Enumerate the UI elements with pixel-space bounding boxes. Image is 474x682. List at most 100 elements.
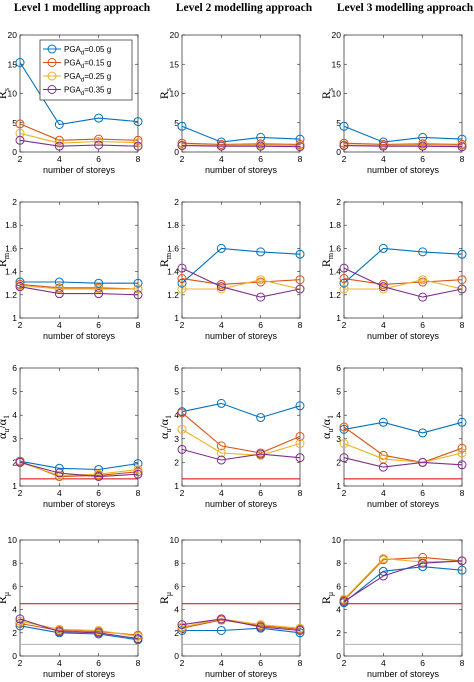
data-point: [418, 277, 428, 287]
data-point: [457, 448, 467, 458]
x-tick-label: 4: [57, 154, 62, 164]
data-point: [256, 292, 266, 302]
x-tick-label: 2: [18, 154, 23, 164]
x-tick-label: 6: [258, 658, 263, 668]
x-tick-label: 8: [136, 154, 141, 164]
y-tick-label: 8: [336, 558, 341, 568]
series-line: [19, 132, 139, 144]
series-line: [343, 556, 463, 601]
data-point: [177, 620, 187, 630]
data-point: [216, 284, 226, 294]
plot-area: [181, 367, 301, 487]
series-line: [19, 625, 139, 641]
y-tick-label: 0: [12, 651, 17, 661]
y-tick-label: 10: [332, 535, 342, 545]
series-line: [343, 566, 463, 604]
y-tick-label: 2: [174, 628, 179, 638]
legend-swatch-marker: [47, 85, 57, 94]
y-axis-label: αu/α1: [0, 415, 11, 439]
x-tick-label: 2: [180, 488, 185, 498]
x-tick-label: 6: [96, 154, 101, 164]
data-point: [378, 571, 388, 581]
data-point: [94, 472, 104, 482]
data-point: [457, 249, 467, 259]
series-line: [343, 144, 463, 147]
data-point: [256, 620, 266, 630]
y-tick-label: 10: [8, 89, 18, 99]
series-line: [19, 461, 139, 478]
series-line: [181, 145, 301, 148]
y-tick-label: 6: [12, 581, 17, 591]
column-title-level-2: Level 2 modelling approach: [176, 2, 313, 14]
data-point: [256, 247, 266, 257]
y-tick-label: 0: [174, 147, 179, 157]
data-point: [133, 631, 143, 641]
series-line: [181, 412, 301, 454]
series-line: [19, 139, 139, 147]
x-tick-label: 8: [298, 658, 303, 668]
legend-swatch-marker: [47, 44, 57, 54]
data-point: [133, 467, 143, 477]
data-point: [457, 284, 467, 294]
data-point: [15, 282, 25, 292]
plot-area: [181, 201, 301, 319]
x-tick-label: 6: [96, 658, 101, 668]
panel-Rm-L3: 1 1.2 1.4 1.6 1.8 2 2 4 6 8 number of storeys Rm: [319, 197, 467, 341]
data-point: [15, 621, 25, 631]
series-line: [343, 457, 463, 468]
x-axis-label: number of storeys: [367, 669, 440, 679]
data-point: [256, 622, 266, 632]
data-point: [15, 457, 25, 467]
y-tick-label: 4: [174, 605, 179, 615]
data-point: [94, 278, 104, 288]
y-tick-label: 0: [336, 651, 341, 661]
data-point: [378, 141, 388, 151]
y-tick-label: 1.8: [5, 220, 17, 230]
series-line: [181, 125, 301, 143]
y-tick-label: 0: [336, 147, 341, 157]
y-tick-label: 4: [12, 605, 17, 615]
series-line: [343, 426, 463, 463]
data-point: [133, 469, 143, 479]
data-point: [339, 263, 349, 273]
y-tick-label: 15: [332, 59, 342, 69]
data-point: [339, 278, 349, 288]
y-tick-label: 15: [170, 59, 180, 69]
data-point: [54, 138, 64, 148]
data-point: [378, 554, 388, 564]
plot-area: [343, 367, 463, 487]
data-point: [295, 625, 305, 635]
data-point: [256, 413, 266, 423]
x-tick-label: 6: [420, 320, 425, 330]
data-point: [216, 614, 226, 624]
x-tick-label: 8: [298, 154, 303, 164]
data-point: [295, 439, 305, 449]
data-point: [295, 284, 305, 294]
data-point: [94, 625, 104, 635]
x-tick-label: 4: [57, 488, 62, 498]
legend-entry-label: PGAd=0.15 g: [64, 59, 111, 71]
y-tick-label: 1.6: [167, 243, 179, 253]
y-tick-label: 1.2: [167, 290, 179, 300]
data-point: [94, 140, 104, 150]
y-axis-label: Rm: [319, 252, 335, 267]
series-line: [181, 247, 301, 284]
panel-Rm-L2: 1 1.2 1.4 1.6 1.8 2 2 4 6 8 number of storeys Rm: [157, 197, 305, 341]
y-tick-label: 2: [336, 197, 341, 207]
data-point: [15, 128, 25, 138]
series-line: [19, 283, 139, 290]
y-tick-label: 5: [336, 118, 341, 128]
data-point: [256, 275, 266, 285]
data-point: [457, 275, 467, 285]
data-point: [418, 275, 428, 285]
y-tick-label: 2: [12, 457, 17, 467]
data-point: [418, 292, 428, 302]
x-tick-label: 6: [96, 320, 101, 330]
x-axis-label: number of storeys: [43, 165, 116, 175]
data-point: [418, 428, 428, 438]
y-tick-label: 1: [174, 313, 179, 323]
x-tick-label: 6: [258, 320, 263, 330]
series-line: [343, 142, 463, 145]
